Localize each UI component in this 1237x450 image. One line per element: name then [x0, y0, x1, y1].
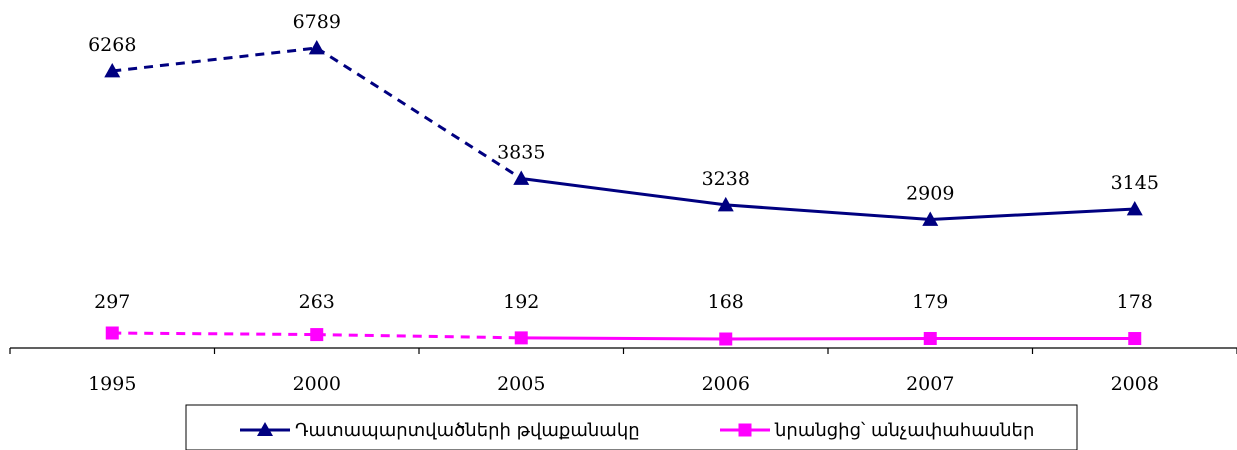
data-label: 6789	[293, 11, 341, 33]
data-point-square	[1128, 332, 1142, 346]
series-line-segment	[112, 331, 317, 337]
data-label: 2909	[906, 182, 954, 204]
data-label: 179	[912, 291, 948, 313]
data-label: 178	[1117, 291, 1153, 313]
legend-box	[185, 404, 1078, 450]
data-label: 192	[503, 291, 539, 313]
data-point-square	[105, 326, 119, 340]
x-tick-label: 2005	[497, 373, 545, 395]
series-line-segment	[725, 203, 931, 221]
series-line-segment	[316, 333, 522, 340]
series-line-segment	[315, 46, 523, 180]
data-point-triangle	[922, 211, 939, 226]
x-tick-label: 2008	[1111, 373, 1159, 395]
series-line-segment	[112, 46, 317, 73]
series-line-segment	[930, 207, 1135, 221]
data-point-triangle	[308, 40, 325, 55]
data-point-triangle	[104, 63, 121, 78]
legend: Դատապարտվածների թվաքանակը նրանցից՝ անչափա…	[185, 404, 1078, 450]
data-point-triangle	[1126, 201, 1143, 216]
data-point-square	[310, 328, 324, 342]
legend-entry-label: նրանցից՝ անչափահասներ	[774, 420, 1034, 441]
data-label: 3238	[702, 168, 750, 190]
data-point-square	[719, 332, 733, 346]
legend-marker-square	[738, 423, 752, 437]
x-tick-label: 2000	[293, 373, 341, 395]
series-line-segment	[521, 177, 726, 207]
data-point-triangle	[513, 170, 530, 185]
data-label: 297	[94, 291, 130, 313]
x-tick-label: 2007	[906, 373, 954, 395]
data-label: 168	[708, 291, 744, 313]
x-tick-label: 2006	[702, 373, 750, 395]
data-label: 3835	[497, 142, 545, 164]
legend-marker-triangle	[257, 422, 273, 436]
x-tick-label: 1995	[88, 373, 136, 395]
data-label: 6268	[88, 34, 136, 56]
data-point-square	[923, 331, 937, 345]
legend-entry-label: Դատապարտվածների թվաքանակը	[295, 420, 640, 441]
series-line-segment	[725, 336, 931, 341]
data-point-square	[514, 331, 528, 345]
series-line-segment	[521, 336, 726, 341]
data-label: 263	[299, 291, 335, 313]
data-label: 3145	[1111, 172, 1159, 194]
data-point-triangle	[717, 196, 734, 212]
